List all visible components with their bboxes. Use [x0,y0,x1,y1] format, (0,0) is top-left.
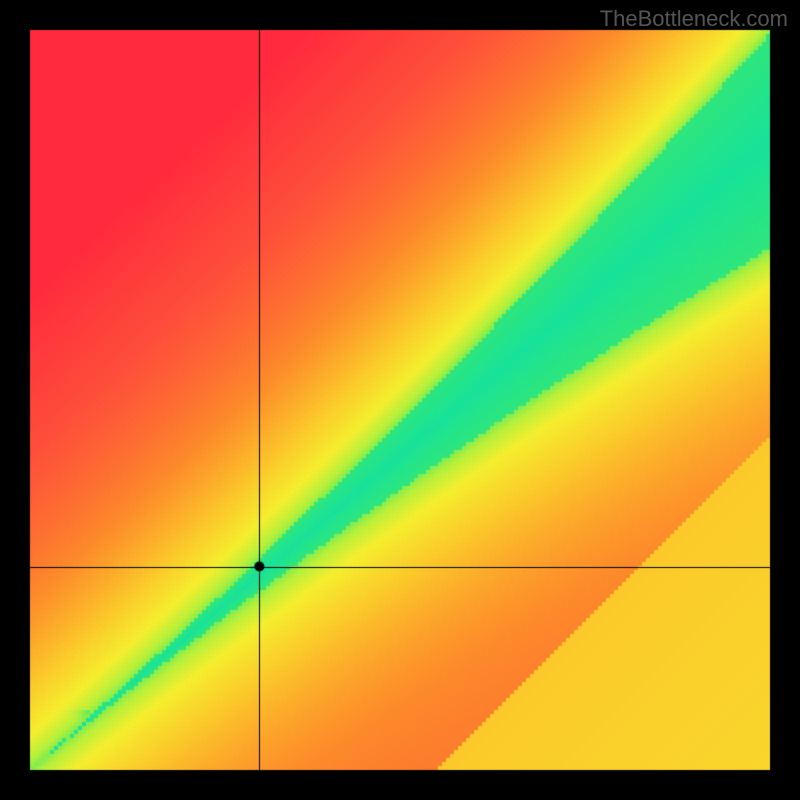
watermark-text: TheBottleneck.com [600,6,788,32]
chart-container: TheBottleneck.com [0,0,800,800]
bottleneck-heatmap-canvas [0,0,800,800]
